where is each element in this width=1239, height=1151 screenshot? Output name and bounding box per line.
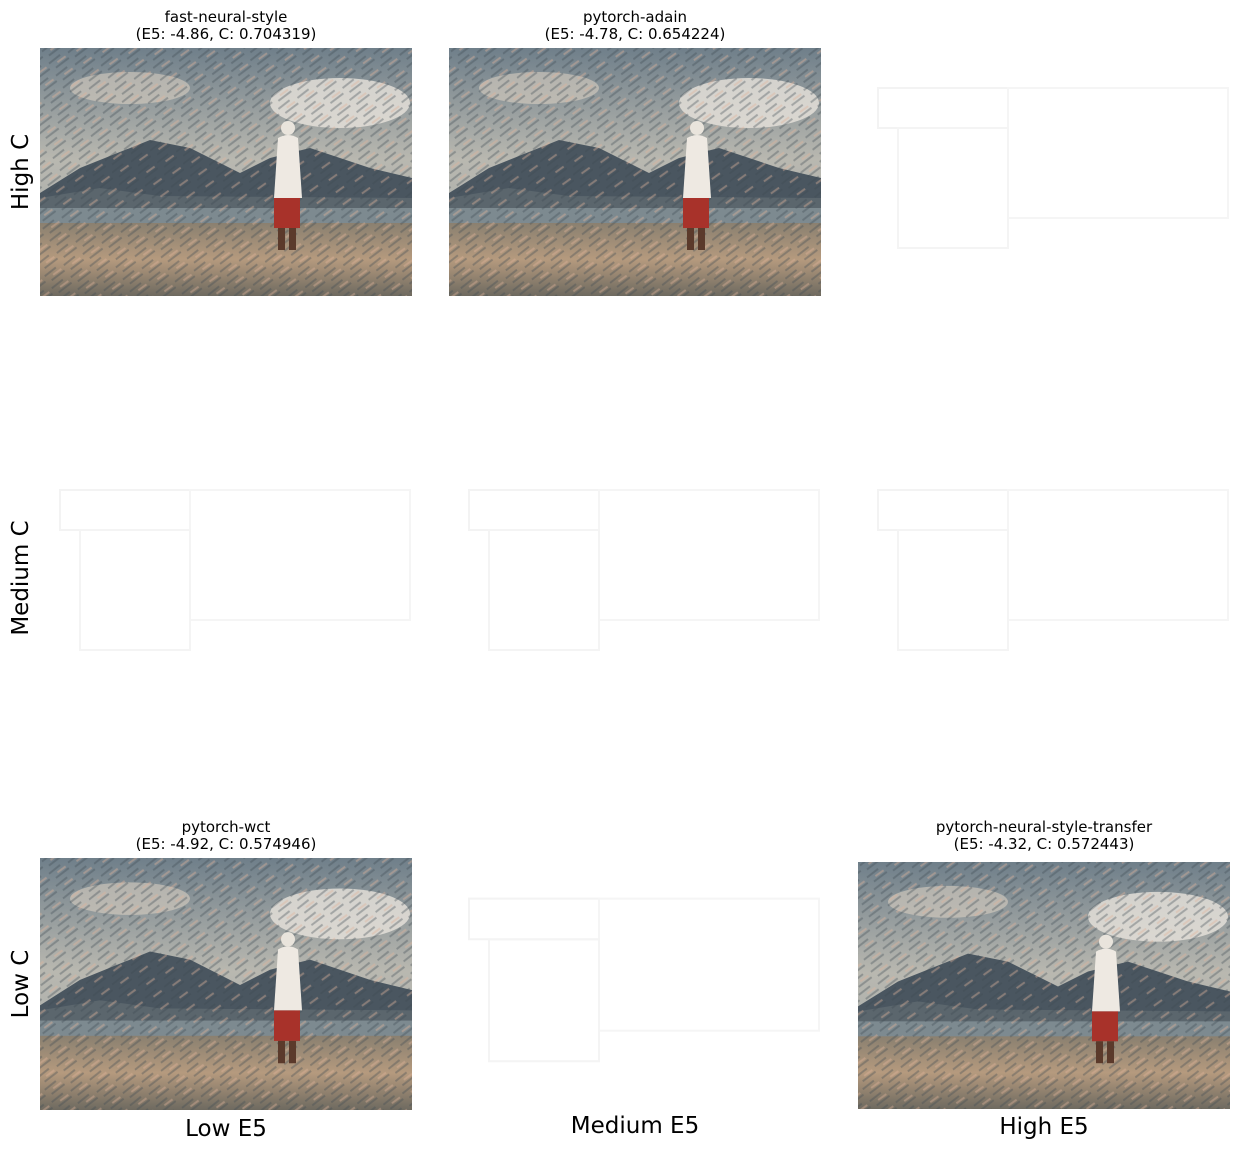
stylized-image bbox=[449, 48, 821, 296]
panel-title: pytorch-wct bbox=[182, 818, 271, 836]
empty-panel bbox=[858, 450, 1230, 698]
empty-panel bbox=[449, 858, 821, 1110]
panel-subtitle: (E5: -4.86, C: 0.704319) bbox=[136, 25, 317, 43]
stylized-image bbox=[40, 858, 412, 1110]
empty-panel bbox=[40, 450, 412, 698]
empty-panel bbox=[449, 450, 821, 698]
column-label: Low E5 bbox=[185, 1116, 267, 1142]
panel-subtitle: (E5: -4.32, C: 0.572443) bbox=[954, 835, 1135, 853]
panel-title: fast-neural-style bbox=[165, 8, 288, 26]
stylized-image bbox=[858, 862, 1230, 1109]
panel-title: pytorch-neural-style-transfer bbox=[936, 818, 1153, 836]
row-label: High C bbox=[8, 134, 34, 210]
row-label: Medium C bbox=[8, 520, 34, 635]
column-label: High E5 bbox=[999, 1114, 1088, 1140]
stylized-image bbox=[40, 48, 412, 296]
row-label: Low C bbox=[8, 950, 34, 1019]
panel-subtitle: (E5: -4.78, C: 0.654224) bbox=[545, 25, 726, 43]
panel-subtitle: (E5: -4.92, C: 0.574946) bbox=[136, 835, 317, 853]
column-label: Medium E5 bbox=[571, 1113, 699, 1139]
panel-title: pytorch-adain bbox=[583, 8, 687, 26]
empty-panel bbox=[858, 48, 1230, 296]
